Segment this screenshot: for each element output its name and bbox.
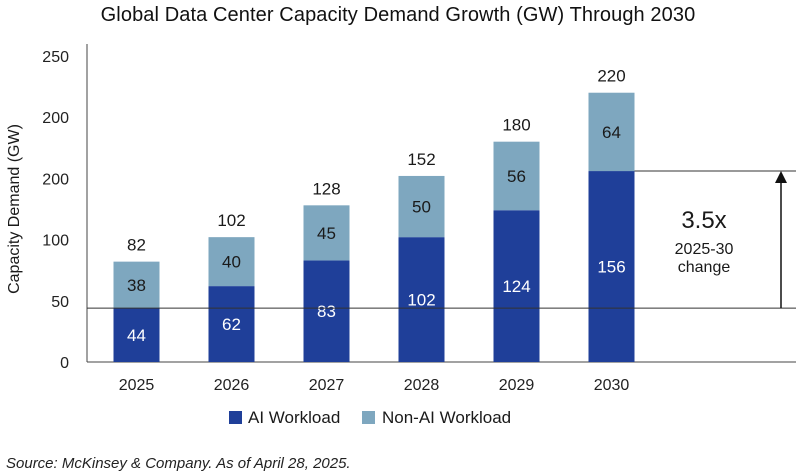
x-tick-label: 2030 [594, 377, 630, 394]
legend: AI Workload Non-AI Workload [229, 408, 511, 427]
y-tick-label: 0 [60, 355, 69, 372]
data-label-non-ai: 40 [222, 253, 241, 272]
growth-multiple: 3.5x [681, 207, 726, 234]
total-label: 180 [502, 116, 530, 135]
bar-ai-2026 [208, 286, 255, 362]
bar-group-2026: 62 40 102 [208, 211, 255, 362]
data-label-non-ai: 56 [507, 167, 526, 186]
bar-group-2025: 44 38 82 [113, 236, 160, 362]
total-label: 220 [597, 67, 625, 86]
growth-caption-line: 2025-30 [675, 241, 734, 258]
growth-caption-line: change [678, 259, 731, 276]
bar-group-2030: 156 64 220 [588, 67, 635, 362]
y-axis-label: Capacity Demand (GW) [6, 124, 23, 294]
data-label-non-ai: 64 [602, 123, 621, 142]
y-tick-label: 100 [42, 233, 69, 250]
bar-ai-2028 [398, 237, 445, 362]
legend-label-ai: AI Workload [248, 408, 340, 427]
bar-non-ai-2025 [113, 261, 160, 309]
x-tick-label: 2028 [404, 377, 440, 394]
bar-non-ai-2030 [588, 92, 635, 172]
y-axis-title: Capacity Demand (GW) [6, 124, 23, 294]
y-tick-label: 200 [42, 171, 69, 188]
bar-non-ai-2029 [493, 141, 540, 211]
x-ticks: 2025 2026 2027 2028 2029 2030 [119, 377, 630, 394]
bar-group-2028: 102 50 152 [398, 150, 445, 362]
data-label-ai: 83 [317, 302, 336, 321]
bar-ai-2030 [588, 171, 635, 362]
bar-ai-2029 [493, 210, 540, 362]
x-tick-label: 2025 [119, 377, 155, 394]
legend-swatch-ai [229, 411, 242, 424]
y-tick-label: 50 [51, 294, 69, 311]
data-label-ai: 102 [407, 291, 435, 310]
legend-label-non-ai: Non-AI Workload [382, 408, 511, 427]
x-tick-label: 2027 [309, 377, 345, 394]
legend-swatch-non-ai [362, 411, 375, 424]
y-tick-label: 200 [42, 110, 69, 127]
chart-title: Global Data Center Capacity Demand Growt… [100, 4, 696, 26]
total-label: 102 [217, 211, 245, 230]
bar-ai-2027 [303, 260, 350, 362]
data-label-ai: 62 [222, 315, 241, 334]
bar-non-ai-2028 [398, 175, 445, 238]
data-label-non-ai: 45 [317, 224, 336, 243]
source-note: Source: McKinsey & Company. As of April … [6, 455, 351, 472]
bar-group-2029: 124 56 180 [493, 116, 540, 362]
data-label-ai: 124 [502, 277, 530, 296]
data-label-ai: 44 [127, 326, 146, 345]
total-label: 152 [407, 150, 435, 169]
x-tick-label: 2026 [214, 377, 250, 394]
data-label-ai: 156 [597, 258, 625, 277]
bar-non-ai-2027 [303, 205, 350, 261]
bar-non-ai-2026 [208, 237, 255, 287]
y-tick-label: 250 [42, 49, 69, 66]
data-label-non-ai: 38 [127, 276, 146, 295]
y-ticks: 0 50 100 200 200 250 [42, 49, 69, 372]
total-label: 82 [127, 236, 146, 255]
growth-arrow-head [775, 171, 787, 184]
data-label-non-ai: 50 [412, 198, 431, 217]
bar-ai-2025 [113, 308, 160, 362]
bars: 44 38 82 62 40 102 83 45 128 102 50 152 124 56 180 156 6… [113, 67, 635, 362]
total-label: 128 [312, 179, 340, 198]
bar-group-2027: 83 45 128 [303, 179, 350, 362]
x-tick-label: 2029 [499, 377, 535, 394]
